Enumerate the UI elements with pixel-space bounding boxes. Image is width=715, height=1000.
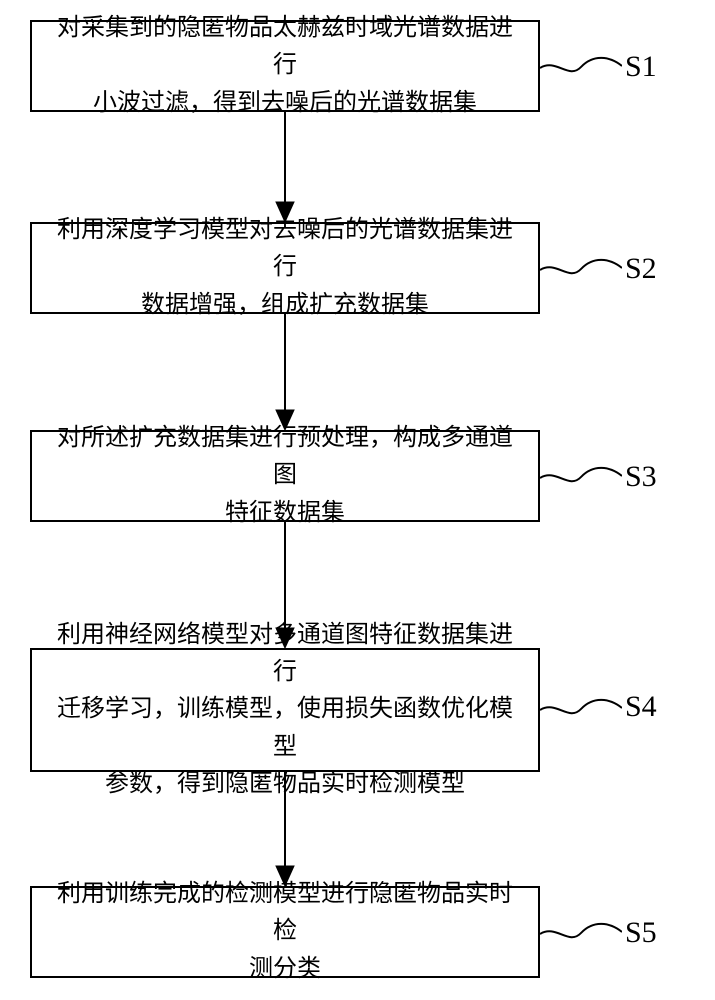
flow-step-s3: 对所述扩充数据集进行预处理，构成多通道图 特征数据集 xyxy=(30,430,540,522)
flow-step-label-s4: S4 xyxy=(625,690,657,724)
squiggle-connector xyxy=(540,918,622,946)
flow-arrow xyxy=(274,772,296,886)
squiggle-connector xyxy=(540,52,622,80)
flow-step-s1: 对采集到的隐匿物品太赫兹时域光谱数据进行 小波过滤，得到去噪后的光谱数据集 xyxy=(30,20,540,112)
flow-step-label-s2: S2 xyxy=(625,252,657,286)
flow-step-label-s5: S5 xyxy=(625,916,657,950)
flow-step-text: 利用训练完成的检测模型进行隐匿物品实时检 测分类 xyxy=(46,876,524,988)
flow-arrow xyxy=(274,314,296,430)
flow-step-label-s1: S1 xyxy=(625,50,657,84)
flow-step-text: 对采集到的隐匿物品太赫兹时域光谱数据进行 小波过滤，得到去噪后的光谱数据集 xyxy=(46,10,524,122)
squiggle-connector xyxy=(540,462,622,490)
flow-step-s2: 利用深度学习模型对去噪后的光谱数据集进行 数据增强，组成扩充数据集 xyxy=(30,222,540,314)
flow-step-s4: 利用神经网络模型对多通道图特征数据集进行 迁移学习，训练模型，使用损失函数优化模… xyxy=(30,648,540,772)
flow-step-label-s3: S3 xyxy=(625,460,657,494)
flow-arrow xyxy=(274,522,296,648)
squiggle-connector xyxy=(540,254,622,282)
flowchart-canvas: 对采集到的隐匿物品太赫兹时域光谱数据进行 小波过滤，得到去噪后的光谱数据集 S1 利… xyxy=(0,0,715,1000)
flow-arrow xyxy=(274,112,296,222)
squiggle-connector xyxy=(540,694,622,722)
flow-step-text: 利用深度学习模型对去噪后的光谱数据集进行 数据增强，组成扩充数据集 xyxy=(46,212,524,324)
flow-step-s5: 利用训练完成的检测模型进行隐匿物品实时检 测分类 xyxy=(30,886,540,978)
flow-step-text: 对所述扩充数据集进行预处理，构成多通道图 特征数据集 xyxy=(46,420,524,532)
